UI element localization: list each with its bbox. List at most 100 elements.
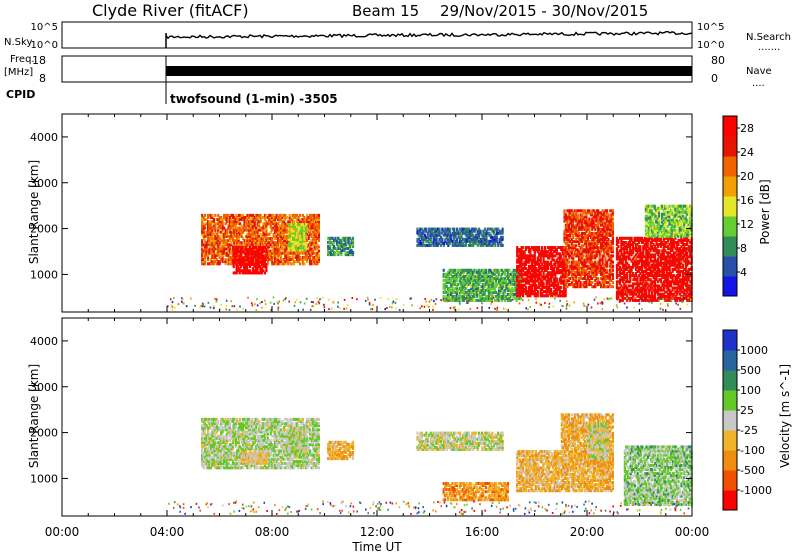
echo-cell bbox=[608, 256, 611, 260]
echo-cell bbox=[472, 233, 475, 237]
echo-cell bbox=[459, 243, 462, 247]
echo-cell bbox=[306, 239, 309, 243]
echo-cell bbox=[579, 274, 582, 278]
echo-cell bbox=[576, 262, 579, 266]
echo-cell bbox=[621, 261, 624, 265]
echo-cell bbox=[581, 223, 584, 227]
echo-cell bbox=[208, 232, 211, 236]
echo-cell bbox=[281, 230, 284, 234]
echo-cell bbox=[291, 253, 294, 257]
echo-cell bbox=[607, 254, 610, 258]
echo-cell bbox=[623, 296, 626, 300]
echo-cell bbox=[558, 285, 561, 289]
echo-cell bbox=[445, 235, 448, 239]
echo-cell bbox=[567, 256, 570, 260]
echo-cell bbox=[461, 227, 465, 231]
echo-cell bbox=[294, 233, 297, 237]
echo-cell bbox=[299, 246, 302, 250]
echo-cell bbox=[347, 242, 350, 246]
echo-cell bbox=[524, 290, 528, 294]
echo-cell bbox=[233, 218, 236, 222]
echo-cell bbox=[617, 294, 620, 298]
echo-cell bbox=[221, 232, 224, 236]
echo-cell bbox=[480, 296, 483, 300]
echo-cell bbox=[589, 281, 592, 285]
echo-cell bbox=[585, 246, 588, 250]
echo-cell bbox=[502, 280, 505, 284]
echo-cell bbox=[527, 271, 531, 275]
echo-cell bbox=[526, 260, 529, 264]
echo-cell bbox=[586, 244, 589, 248]
echo-cell bbox=[277, 237, 280, 240]
echo-cell bbox=[480, 274, 483, 278]
echo-cell bbox=[536, 262, 539, 266]
echo-cell bbox=[564, 242, 567, 246]
echo-cell bbox=[523, 254, 526, 258]
echo-cell bbox=[207, 234, 210, 238]
echo-cell bbox=[278, 241, 281, 245]
echo-cell bbox=[493, 278, 496, 282]
echo-cell bbox=[594, 213, 597, 217]
echo-cell bbox=[520, 290, 523, 294]
echo-cell bbox=[652, 296, 655, 300]
echo-cell bbox=[221, 239, 224, 243]
echo-cell bbox=[234, 256, 237, 260]
echo-cell bbox=[493, 288, 496, 292]
echo-cell bbox=[441, 229, 444, 233]
echo-cell bbox=[303, 255, 306, 259]
echo-cell bbox=[228, 230, 231, 234]
echo-cell bbox=[259, 248, 262, 252]
echo-cell bbox=[260, 271, 263, 275]
echo-cell bbox=[491, 243, 494, 247]
echo-cell bbox=[649, 286, 652, 290]
echo-cell bbox=[524, 279, 528, 283]
echo-cell bbox=[201, 251, 204, 255]
echo-cell bbox=[253, 220, 256, 224]
echo-cell bbox=[530, 254, 533, 258]
echo-cell bbox=[597, 240, 600, 244]
echo-cell bbox=[643, 247, 646, 251]
echo-cell bbox=[317, 237, 320, 240]
echo-cell bbox=[419, 233, 422, 237]
echo-cell bbox=[306, 260, 309, 264]
echo-cell bbox=[463, 268, 466, 272]
echo-cell bbox=[597, 270, 600, 274]
echo-cell bbox=[284, 213, 287, 217]
echo-cell bbox=[230, 222, 233, 226]
echo-cell bbox=[551, 269, 554, 273]
echo-cell bbox=[445, 278, 448, 282]
echo-cell bbox=[463, 296, 466, 300]
echo-cell bbox=[498, 294, 501, 298]
echo-cell bbox=[561, 248, 564, 252]
echo-cell bbox=[243, 224, 246, 228]
echo-cell bbox=[293, 213, 296, 217]
echo-cell bbox=[221, 226, 224, 230]
echo-cell bbox=[458, 270, 461, 274]
echo-cell bbox=[303, 248, 306, 252]
echo-cell bbox=[461, 231, 465, 235]
echo-cell bbox=[524, 260, 528, 264]
echo-cell bbox=[539, 292, 542, 296]
echo-cell bbox=[428, 227, 431, 231]
echo-cell bbox=[548, 288, 551, 291]
echo-cell bbox=[642, 253, 645, 257]
echo-cell bbox=[204, 253, 207, 257]
echo-cell bbox=[303, 220, 306, 224]
echo-cell bbox=[253, 239, 256, 243]
echo-cell bbox=[583, 236, 587, 239]
echo-cell bbox=[575, 211, 578, 215]
echo-cell bbox=[328, 238, 331, 242]
echo-cell bbox=[598, 217, 601, 221]
echo-cell bbox=[271, 218, 274, 222]
echo-cell bbox=[651, 253, 654, 257]
echo-cell bbox=[573, 260, 576, 264]
echo-cell bbox=[570, 252, 573, 256]
echo-cell bbox=[549, 292, 553, 296]
echo-cell bbox=[544, 246, 547, 249]
echo-cell bbox=[495, 231, 498, 235]
echo-cell bbox=[254, 265, 258, 269]
echo-cell bbox=[642, 245, 645, 249]
echo-cell bbox=[503, 272, 507, 276]
echo-cell bbox=[225, 218, 229, 222]
echo-cell bbox=[263, 234, 266, 238]
